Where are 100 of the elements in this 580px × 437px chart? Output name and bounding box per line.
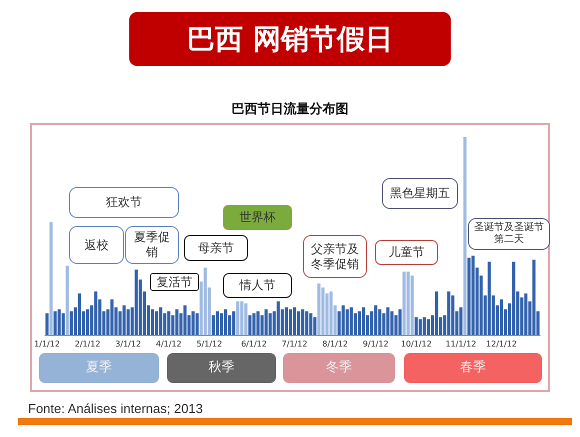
- annotation: 儿童节: [388, 245, 424, 260]
- annotation: 狂欢节: [106, 195, 142, 210]
- x-tick-label: 11/1/12: [445, 340, 476, 348]
- x-tick-label: 7/1/12: [282, 340, 308, 348]
- bar: [292, 307, 296, 335]
- callout-box: 狂欢节: [69, 187, 179, 218]
- callout-box: 父亲节及冬季促销: [303, 235, 367, 278]
- bar: [122, 305, 126, 335]
- x-tick-label: 5/1/12: [196, 340, 222, 348]
- bar: [78, 293, 82, 335]
- bar: [268, 313, 272, 335]
- annotation: 世界杯: [240, 210, 276, 225]
- bar: [451, 295, 454, 335]
- bar: [362, 307, 366, 335]
- bar: [374, 305, 378, 335]
- bar: [192, 311, 195, 335]
- bar: [301, 309, 304, 335]
- bar: [134, 270, 138, 335]
- bar: [183, 305, 187, 335]
- annotation: 夏季促销: [133, 230, 171, 260]
- x-tick-label: 12/1/12: [486, 340, 517, 348]
- callout-box: 情人节: [223, 273, 292, 298]
- bar: [167, 311, 170, 335]
- annotation: 圣诞节及圣诞节第二天: [473, 222, 545, 246]
- bar: [236, 301, 240, 335]
- bar: [276, 301, 280, 335]
- annotation: 黑色星期五: [390, 186, 450, 201]
- bar: [305, 311, 308, 335]
- bar: [154, 311, 158, 335]
- bar: [224, 309, 228, 335]
- season-box: 秋季: [167, 353, 276, 383]
- bar: [313, 317, 316, 335]
- bar: [150, 309, 154, 335]
- bar: [126, 309, 130, 335]
- bar: [418, 319, 422, 335]
- bar: [175, 309, 178, 335]
- callout-box: 复活节: [150, 273, 199, 291]
- bar: [434, 291, 438, 335]
- bar: [524, 293, 528, 335]
- bar: [342, 305, 345, 335]
- bar: [70, 311, 73, 335]
- callout-box: 夏季促销: [125, 226, 179, 264]
- bar: [248, 315, 252, 335]
- x-tick-label: 1/1/12: [34, 340, 60, 348]
- season-box: 春季: [404, 353, 542, 383]
- bar: [488, 262, 491, 335]
- bar: [196, 313, 199, 335]
- bar: [66, 266, 69, 335]
- bar: [414, 317, 418, 335]
- bar: [110, 299, 114, 335]
- callout-box: 返校: [69, 226, 124, 264]
- bar: [500, 299, 504, 335]
- bar: [50, 222, 53, 335]
- bar: [220, 313, 224, 335]
- annotation: 母亲节: [198, 240, 234, 256]
- bar: [86, 309, 90, 335]
- bar: [410, 276, 414, 335]
- bar: [386, 307, 390, 335]
- x-tick-label: 6/1/12: [241, 340, 267, 348]
- bar: [447, 291, 450, 335]
- bar: [459, 307, 462, 335]
- bar: [232, 311, 236, 335]
- callout-box: 母亲节: [184, 235, 248, 261]
- bar: [244, 303, 248, 335]
- bar: [45, 313, 49, 335]
- bar: [62, 313, 65, 335]
- bar: [317, 284, 320, 335]
- bar: [212, 315, 215, 335]
- bar: [422, 317, 426, 335]
- source-note: Fonte: Análises internas; 2013: [28, 401, 203, 416]
- bar: [398, 309, 402, 335]
- bar: [426, 319, 430, 335]
- x-tick-label: 3/1/12: [115, 340, 142, 348]
- x-tick-label: 9/1/12: [362, 340, 389, 348]
- bar: [54, 311, 57, 335]
- x-tick-label: 10/1/12: [400, 340, 432, 348]
- bar: [297, 311, 300, 335]
- annotation: 情人节: [240, 278, 276, 293]
- bar: [252, 313, 256, 335]
- bar: [58, 309, 61, 335]
- annotation: 复活节: [156, 274, 192, 290]
- x-tick-label: 4/1/12: [156, 340, 182, 348]
- bar: [321, 287, 325, 335]
- bar: [204, 268, 207, 335]
- callout-box: 黑色星期五: [382, 178, 458, 209]
- bar: [329, 291, 333, 335]
- bar: [390, 311, 394, 335]
- bar: [532, 260, 536, 335]
- callout-box: 世界杯: [223, 205, 292, 230]
- bar: [378, 309, 382, 335]
- bar: [406, 272, 410, 335]
- callout-box: 儿童节: [375, 240, 438, 265]
- chart-subtitle: 巴西节日流量分布图: [232, 101, 348, 117]
- x-tick-label: 2/1/12: [74, 340, 100, 348]
- bar: [216, 311, 220, 335]
- bar: [467, 258, 471, 335]
- bar: [512, 262, 516, 335]
- bar: [358, 311, 362, 335]
- annotation: 父亲节及冬季促销: [310, 242, 360, 272]
- chart-title: 巴西 网销节假日: [187, 22, 393, 56]
